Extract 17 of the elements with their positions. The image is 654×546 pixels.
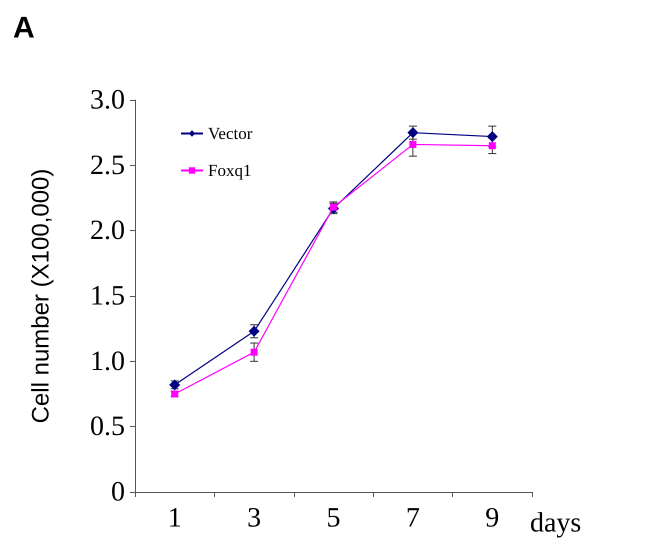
legend-label: Foxq1	[208, 161, 252, 180]
x-tick-label: 5	[326, 502, 340, 534]
y-axis-title: Cell number (X100,000)	[28, 168, 54, 424]
y-tick-label: 1.0	[90, 346, 125, 377]
y-tick-label: 0	[111, 476, 125, 508]
y-tick-label: 3.0	[90, 84, 125, 116]
x-tick-label: 3	[247, 502, 262, 534]
y-tick-label: 0.5	[90, 411, 125, 442]
chart-title: A	[13, 12, 35, 44]
x-tick-label: 7	[406, 502, 420, 534]
y-tick-label: 2.5	[90, 150, 125, 181]
y-tick-label: 1.5	[90, 280, 125, 312]
x-axis-title: days	[530, 508, 582, 538]
x-tick-label: 9	[485, 502, 500, 534]
y-tick-label: 2.0	[90, 215, 125, 246]
legend-label: Vector	[208, 124, 253, 143]
x-tick-label: 1	[168, 502, 182, 534]
